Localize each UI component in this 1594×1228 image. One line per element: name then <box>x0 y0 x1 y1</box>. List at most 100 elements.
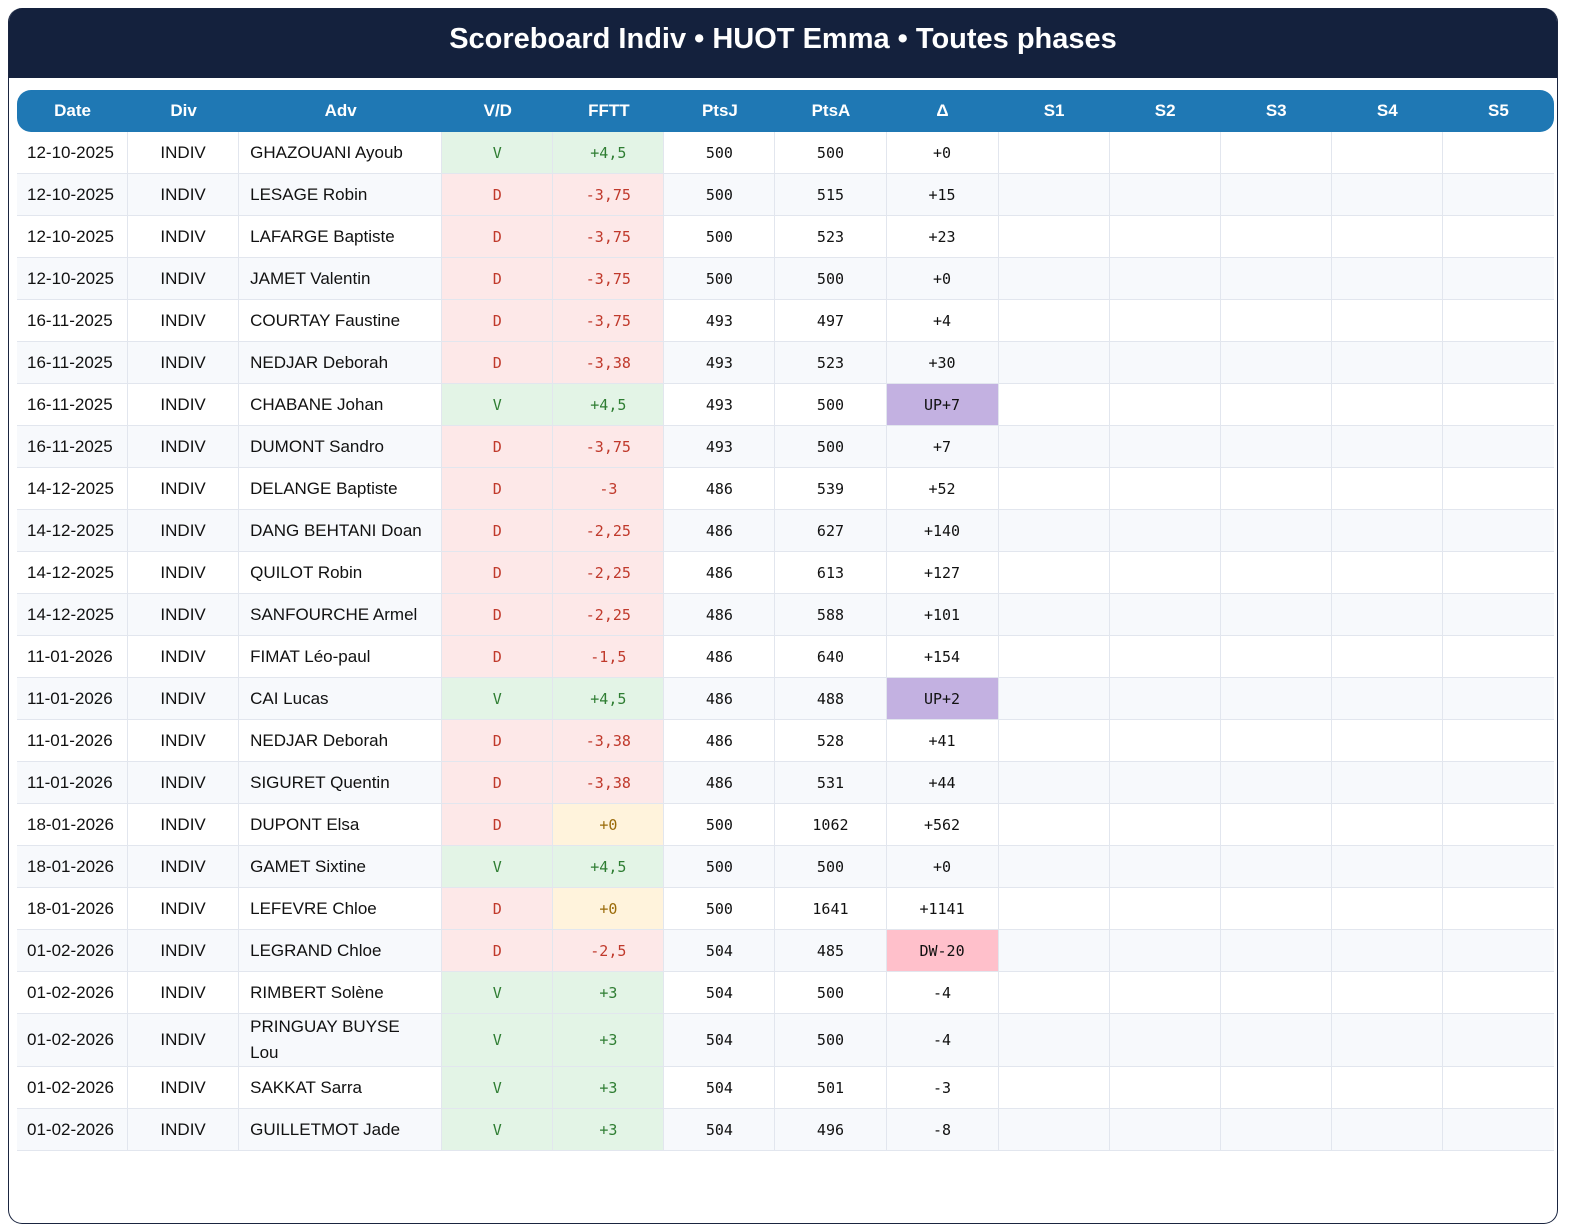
empty-cell <box>1331 762 1443 804</box>
empty-cell <box>1442 762 1554 804</box>
empty-cell <box>1442 258 1554 300</box>
cell: 01-02-2026 <box>17 1109 129 1151</box>
cell: +1141 <box>886 888 999 930</box>
cell: +3 <box>553 972 665 1014</box>
empty-cell <box>1220 468 1332 510</box>
cell: 486 <box>664 720 776 762</box>
cell: 16-11-2025 <box>17 300 129 342</box>
empty-cell <box>1220 846 1332 888</box>
cell: UP+7 <box>886 384 999 426</box>
table-row: 01-02-2026 INDIV RIMBERT Solène V +3 504 500 -4 <box>17 972 1554 1014</box>
cell: 14-12-2025 <box>17 510 129 552</box>
cell: 486 <box>664 762 776 804</box>
column-header: S2 <box>1109 90 1221 132</box>
empty-cell <box>998 216 1110 258</box>
title: Scoreboard Indiv • HUOT Emma • Toutes ph… <box>9 8 1557 78</box>
empty-cell <box>1109 468 1221 510</box>
cell: INDIV <box>128 384 240 426</box>
column-header: FFTT <box>553 90 665 132</box>
table-body: 12-10-2025 INDIV GHAZOUANI Ayoub V +4,5 500 50… <box>17 132 1554 1151</box>
empty-cell <box>1331 510 1443 552</box>
empty-cell <box>1331 300 1443 342</box>
cell: INDIV <box>128 594 240 636</box>
cell: 500 <box>664 132 776 174</box>
cell: NEDJAR Deborah <box>239 720 443 762</box>
cell: GUILLETMOT Jade <box>239 1109 443 1151</box>
table-row: 11-01-2026 INDIV SIGURET Quentin D -3,38 486 5… <box>17 762 1554 804</box>
cell: -3,75 <box>553 174 665 216</box>
column-header: S5 <box>1442 90 1554 132</box>
cell: FIMAT Léo-paul <box>239 636 443 678</box>
cell: +0 <box>886 258 999 300</box>
cell: D <box>442 888 554 930</box>
table-row: 01-02-2026 INDIV GUILLETMOT Jade V +3 504 496-… <box>17 1109 1554 1151</box>
empty-cell <box>1331 216 1443 258</box>
empty-cell <box>998 1014 1110 1067</box>
cell: D <box>442 930 554 972</box>
cell: INDIV <box>128 1109 240 1151</box>
empty-cell <box>1220 888 1332 930</box>
empty-cell <box>998 342 1110 384</box>
empty-cell <box>1442 888 1554 930</box>
empty-cell <box>1331 846 1443 888</box>
empty-cell <box>1220 174 1332 216</box>
cell: 486 <box>664 552 776 594</box>
empty-cell <box>1331 426 1443 468</box>
table-row: 16-11-2025 INDIV COURTAY Faustine D -3,75 493… <box>17 300 1554 342</box>
empty-cell <box>1109 1014 1221 1067</box>
cell: INDIV <box>128 132 240 174</box>
cell: -3,75 <box>553 258 665 300</box>
empty-cell <box>1220 762 1332 804</box>
cell: GAMET Sixtine <box>239 846 443 888</box>
cell: INDIV <box>128 972 240 1014</box>
empty-cell <box>1442 384 1554 426</box>
column-header: S3 <box>1220 90 1332 132</box>
cell: -4 <box>886 972 999 1014</box>
cell: -3,75 <box>553 216 665 258</box>
cell: 01-02-2026 <box>17 972 129 1014</box>
empty-cell <box>1109 132 1221 174</box>
empty-cell <box>1109 636 1221 678</box>
empty-cell <box>998 972 1110 1014</box>
empty-cell <box>1331 804 1443 846</box>
cell: 16-11-2025 <box>17 384 129 426</box>
cell: D <box>442 342 554 384</box>
empty-cell <box>1109 1109 1221 1151</box>
cell: +0 <box>886 132 999 174</box>
table-row: 01-02-2026 INDIV PRINGUAY BUYSE Lou V +3 504 5… <box>17 1014 1554 1067</box>
cell: INDIV <box>128 300 240 342</box>
empty-cell <box>1331 972 1443 1014</box>
cell: D <box>442 594 554 636</box>
cell: +0 <box>886 846 999 888</box>
cell: +127 <box>886 552 999 594</box>
cell: INDIV <box>128 636 240 678</box>
cell: 500 <box>664 216 776 258</box>
empty-cell <box>1109 258 1221 300</box>
cell: 500 <box>775 972 887 1014</box>
cell: 18-01-2026 <box>17 846 129 888</box>
cell: -8 <box>886 1109 999 1151</box>
empty-cell <box>1331 258 1443 300</box>
cell: D <box>442 720 554 762</box>
empty-cell <box>1442 342 1554 384</box>
empty-cell <box>1442 930 1554 972</box>
cell: 14-12-2025 <box>17 552 129 594</box>
cell: 500 <box>664 804 776 846</box>
cell: D <box>442 510 554 552</box>
cell: 500 <box>775 426 887 468</box>
cell: +15 <box>886 174 999 216</box>
cell: 01-02-2026 <box>17 1014 129 1067</box>
empty-cell <box>998 1109 1110 1151</box>
cell: D <box>442 636 554 678</box>
cell: D <box>442 468 554 510</box>
cell: 486 <box>664 510 776 552</box>
cell: +0 <box>553 804 665 846</box>
empty-cell <box>1220 258 1332 300</box>
empty-cell <box>998 594 1110 636</box>
empty-cell <box>1220 678 1332 720</box>
cell: INDIV <box>128 888 240 930</box>
table-row: 01-02-2026 INDIV LEGRAND Chloe D -2,5 504 485 D… <box>17 930 1554 972</box>
empty-cell <box>1442 678 1554 720</box>
cell: +30 <box>886 342 999 384</box>
